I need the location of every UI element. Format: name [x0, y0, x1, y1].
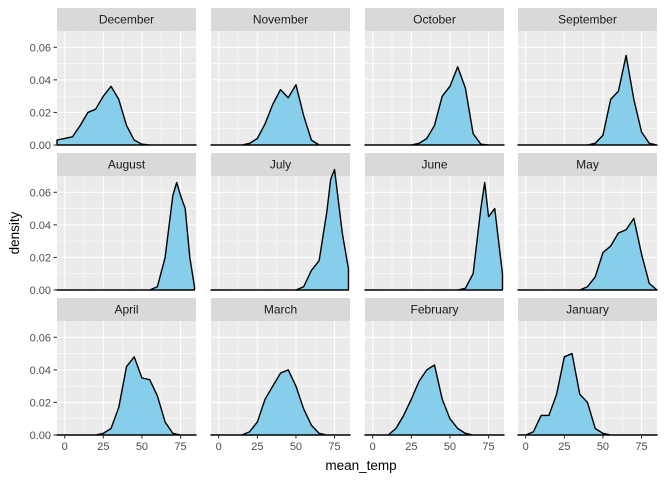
y-tick-label: 0.00 — [30, 285, 51, 297]
strip-august — [57, 153, 196, 176]
facet-panel-october: October — [364, 8, 505, 146]
facet-panel-march: March 0 25 50 75 — [210, 298, 351, 453]
density-area-january — [517, 352, 658, 436]
y-tick-label: 0.06 — [30, 332, 51, 344]
y-tick-label: 0.04 — [30, 75, 51, 87]
x-tick-label: 75 — [482, 441, 494, 453]
density-area-may — [517, 217, 658, 291]
strip-label-july: July — [270, 158, 291, 172]
y-axis-title: density — [7, 211, 22, 254]
strip-label-november: November — [253, 13, 308, 27]
x-tick-label: 50 — [444, 441, 456, 453]
y-tick-label: 0.06 — [30, 187, 51, 199]
facet-panel-april: April 0.00 0.02 0.04 0.06 0 25 50 75 — [30, 298, 197, 453]
facet-panel-january: January 0 25 50 75 — [517, 298, 658, 453]
strip-may — [518, 153, 657, 176]
density-area-february — [364, 364, 505, 436]
strip-label-october: October — [413, 13, 456, 27]
strip-june — [365, 153, 504, 176]
strip-march — [211, 298, 350, 321]
y-tick-label: 0.04 — [30, 220, 51, 232]
strip-label-may: May — [576, 158, 599, 172]
x-tick-label: 0 — [62, 441, 68, 453]
density-area-april — [56, 356, 197, 436]
density-area-december — [56, 85, 197, 146]
y-tick-label: 0.00 — [30, 430, 51, 442]
y-tick-label: 0.02 — [30, 252, 51, 264]
x-tick-label: 0 — [370, 441, 376, 453]
y-tick-label: 0.06 — [30, 42, 51, 54]
facet-panel-june: June — [364, 153, 504, 291]
strip-label-march: March — [264, 303, 297, 317]
strip-october — [365, 8, 504, 31]
density-area-september — [517, 54, 658, 146]
x-tick-label: 50 — [597, 441, 609, 453]
strip-label-june: June — [421, 158, 447, 172]
x-tick-label: 50 — [290, 441, 302, 453]
strip-january — [518, 298, 657, 321]
x-tick-label: 0 — [523, 441, 529, 453]
x-tick-label: 25 — [97, 441, 109, 453]
facet-panel-august: August 0.00 0.02 0.04 0.06 — [30, 153, 196, 297]
strip-july — [211, 153, 350, 176]
facet-panel-may: May — [517, 153, 658, 291]
strip-label-january: January — [566, 303, 609, 317]
x-tick-label: 25 — [558, 441, 570, 453]
facet-panel-november: November — [210, 8, 351, 146]
facet-panel-february: February 0 25 50 75 — [364, 298, 505, 453]
strip-february — [365, 298, 504, 321]
x-axis-title: mean_temp — [325, 458, 396, 473]
strip-april — [57, 298, 196, 321]
y-tick-label: 0.00 — [30, 140, 51, 152]
strip-label-august: August — [108, 158, 146, 172]
facet-panel-december: December 0.00 0.02 0.04 0.06 — [30, 8, 197, 152]
facet-panel-september: September — [517, 8, 658, 146]
density-area-march — [210, 369, 351, 436]
x-tick-label: 75 — [174, 441, 186, 453]
strip-label-april: April — [114, 303, 138, 317]
strip-label-february: February — [410, 303, 458, 317]
x-tick-label: 25 — [251, 441, 263, 453]
facet-panel-july: July — [210, 153, 350, 291]
strip-label-september: September — [558, 13, 617, 27]
density-area-june — [364, 181, 504, 291]
strip-september — [518, 8, 657, 31]
x-tick-label: 0 — [216, 441, 222, 453]
x-tick-label: 25 — [405, 441, 417, 453]
density-area-july — [210, 168, 350, 291]
x-tick-label: 75 — [328, 441, 340, 453]
density-area-august — [56, 181, 196, 291]
density-area-november — [210, 84, 351, 146]
strip-november — [211, 8, 350, 31]
density-area-october — [364, 66, 505, 146]
y-tick-label: 0.04 — [30, 365, 51, 377]
y-tick-label: 0.02 — [30, 397, 51, 409]
x-tick-label: 75 — [635, 441, 647, 453]
x-tick-label: 50 — [136, 441, 148, 453]
strip-label-december: December — [99, 13, 154, 27]
y-tick-label: 0.02 — [30, 107, 51, 119]
strip-december — [57, 8, 196, 31]
